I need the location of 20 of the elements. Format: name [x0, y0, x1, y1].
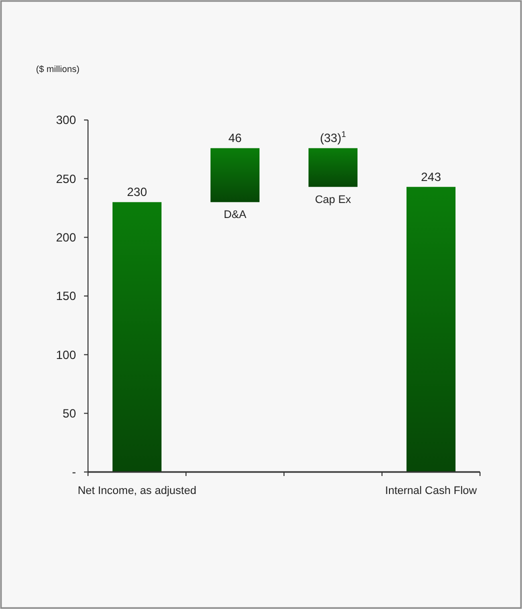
- data-label: 46: [228, 131, 242, 146]
- bar: [406, 186, 456, 472]
- x-tick-label: Internal Cash Flow: [385, 485, 477, 497]
- y-tick-label: 250: [56, 172, 76, 186]
- x-tick-label: D&A: [224, 209, 247, 222]
- y-tick-label: 150: [56, 289, 76, 304]
- x-tick-label: Cap Ex: [314, 194, 352, 206]
- y-axis-title: ($ millions): [36, 64, 80, 74]
- y-tick-label: 200: [56, 230, 76, 245]
- y-tick-label: 300: [56, 113, 76, 128]
- bar: [308, 148, 358, 187]
- data-label: 230: [126, 185, 148, 200]
- y-tick-label: -: [72, 465, 76, 480]
- data-label: 243: [420, 170, 442, 184]
- data-label: (33)$^{1}$: [320, 129, 346, 146]
- y-tick-label: 50: [62, 406, 76, 421]
- bar: [210, 148, 260, 202]
- y-tick-label: 100: [56, 348, 76, 362]
- bar: [112, 202, 162, 472]
- x-tick-label: Net Income, as adjusted: [78, 485, 196, 497]
